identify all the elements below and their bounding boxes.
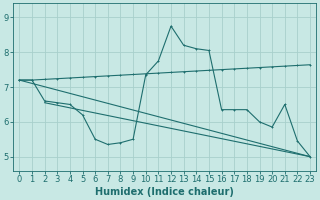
X-axis label: Humidex (Indice chaleur): Humidex (Indice chaleur): [95, 187, 234, 197]
